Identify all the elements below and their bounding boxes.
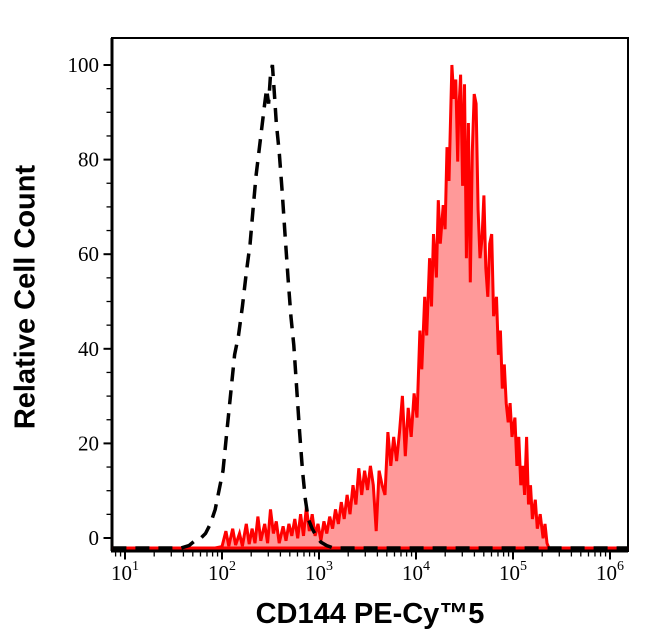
y-tick-label: 20 [78, 431, 99, 455]
x-tick-label: 101 [111, 559, 139, 585]
y-tick-label: 60 [78, 242, 99, 266]
x-axis-title: CD144 PE-Cy™5 [255, 598, 485, 630]
axis-tick-labels: 101 102 103 104 105 106 0 20 40 60 80 100 [68, 53, 625, 585]
x-tick-label: 102 [208, 559, 236, 585]
y-axis-title: Relative Cell Count [9, 164, 42, 430]
histogram-series [112, 64, 629, 550]
x-tick-label: 104 [402, 559, 430, 585]
y-tick-label: 100 [68, 53, 100, 77]
x-tick-label: 103 [305, 559, 333, 585]
y-tick-label: 40 [78, 337, 99, 361]
x-tick-label: 105 [499, 559, 527, 585]
axis-ticks [103, 64, 611, 560]
x-tick-label: 106 [596, 559, 624, 585]
solid-red-filled-cd144-histogram [112, 64, 629, 550]
y-tick-label: 0 [89, 526, 100, 550]
y-tick-label: 80 [78, 148, 99, 172]
